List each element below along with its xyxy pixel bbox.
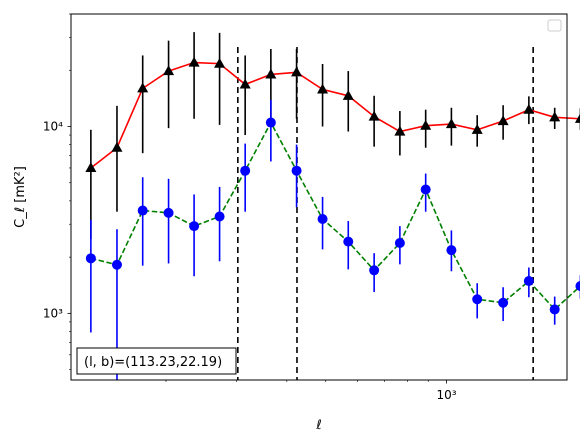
triangle-point: [85, 162, 97, 173]
triangle-point: [368, 110, 380, 121]
triangle-point: [317, 83, 329, 94]
annotation-box: (l, b)=(113.23,22.19): [76, 347, 237, 375]
series-circles: [85, 99, 580, 380]
circle-point: [472, 294, 483, 305]
annotation-text: (l, b)=(113.23,22.19): [84, 355, 222, 370]
series-triangles: [85, 32, 580, 240]
circle-point: [575, 281, 580, 292]
triangle-point: [420, 119, 432, 130]
circle-point: [523, 276, 534, 287]
y-tick-label: 10³: [43, 306, 63, 320]
circle-point: [343, 236, 354, 247]
circle-point: [317, 213, 328, 224]
circle-point: [111, 259, 122, 270]
data-series: [85, 32, 580, 380]
circle-point: [265, 117, 276, 128]
triangle-point: [497, 115, 509, 126]
triangle-point: [239, 78, 251, 89]
circle-point: [240, 165, 251, 176]
triangle-point: [163, 65, 175, 76]
plot-background: [71, 14, 567, 380]
triangle-point: [188, 56, 200, 67]
circle-point: [85, 253, 96, 264]
tick-labels: 10³ 10³ 10⁴: [43, 120, 457, 402]
y-axis-label: C_ℓ [mK²]: [13, 166, 28, 228]
circle-point: [291, 165, 302, 176]
y-tick-label: 10⁴: [43, 120, 63, 134]
circle-point: [420, 184, 431, 195]
empty-legend: [547, 19, 562, 32]
circle-point: [189, 221, 200, 232]
triangle-point: [574, 113, 580, 123]
circle-point: [214, 211, 225, 222]
circle-point: [137, 205, 148, 216]
triangle-point: [523, 103, 535, 114]
triangle-point: [549, 111, 561, 122]
triangle-point: [111, 141, 123, 152]
circle-point: [394, 238, 405, 249]
circle-point: [369, 265, 380, 276]
triangle-point: [137, 82, 149, 93]
circle-point: [163, 207, 174, 218]
x-tick-label: 10³: [437, 388, 457, 402]
triangle-point: [394, 125, 406, 136]
triangle-point: [214, 57, 226, 68]
plot-frame: [70, 13, 568, 381]
triangle-point: [471, 124, 483, 134]
circle-point: [549, 304, 560, 315]
axis-ticks: [67, 13, 447, 384]
triangle-point: [342, 89, 354, 100]
triangle-point: [265, 68, 277, 79]
triangle-point: [445, 118, 457, 129]
circle-point: [498, 297, 509, 308]
circle-point: [446, 245, 457, 256]
triangle-point: [291, 66, 303, 77]
x-axis-label: ℓ: [315, 418, 321, 433]
